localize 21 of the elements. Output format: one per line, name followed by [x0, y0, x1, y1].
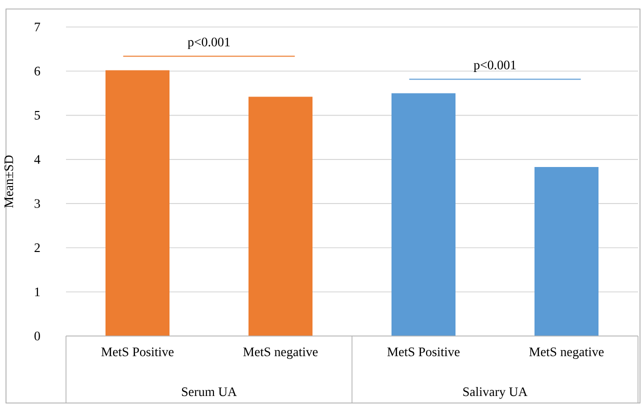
bar [534, 166, 599, 336]
x-tick-label: MetS Positive [101, 348, 174, 356]
y-tick-label: 0 [34, 332, 40, 340]
y-tick-label: 3 [34, 199, 40, 208]
y-tick-label: 4 [34, 155, 40, 164]
x-tick-label: MetS negative [529, 348, 604, 359]
annotation: p<0.001 [188, 38, 230, 50]
text: Serum UA [182, 387, 237, 396]
annotation: p<0.001 [474, 60, 516, 72]
y-tick-label: 6 [34, 66, 40, 76]
bar [248, 96, 312, 336]
bar [392, 93, 456, 336]
y-tick-label: 7 [34, 22, 40, 32]
y-tick-label: 5 [34, 110, 40, 120]
y-tick-label: 2 [34, 243, 40, 252]
x-tick-label: MetS negative [243, 348, 318, 359]
bar [106, 70, 170, 336]
x-tick-label: MetS Positive [387, 348, 460, 356]
y-tick-label: 1 [35, 288, 40, 296]
y-axis-title: Mean±SD [4, 155, 14, 208]
text: Salivary UA [463, 387, 528, 399]
